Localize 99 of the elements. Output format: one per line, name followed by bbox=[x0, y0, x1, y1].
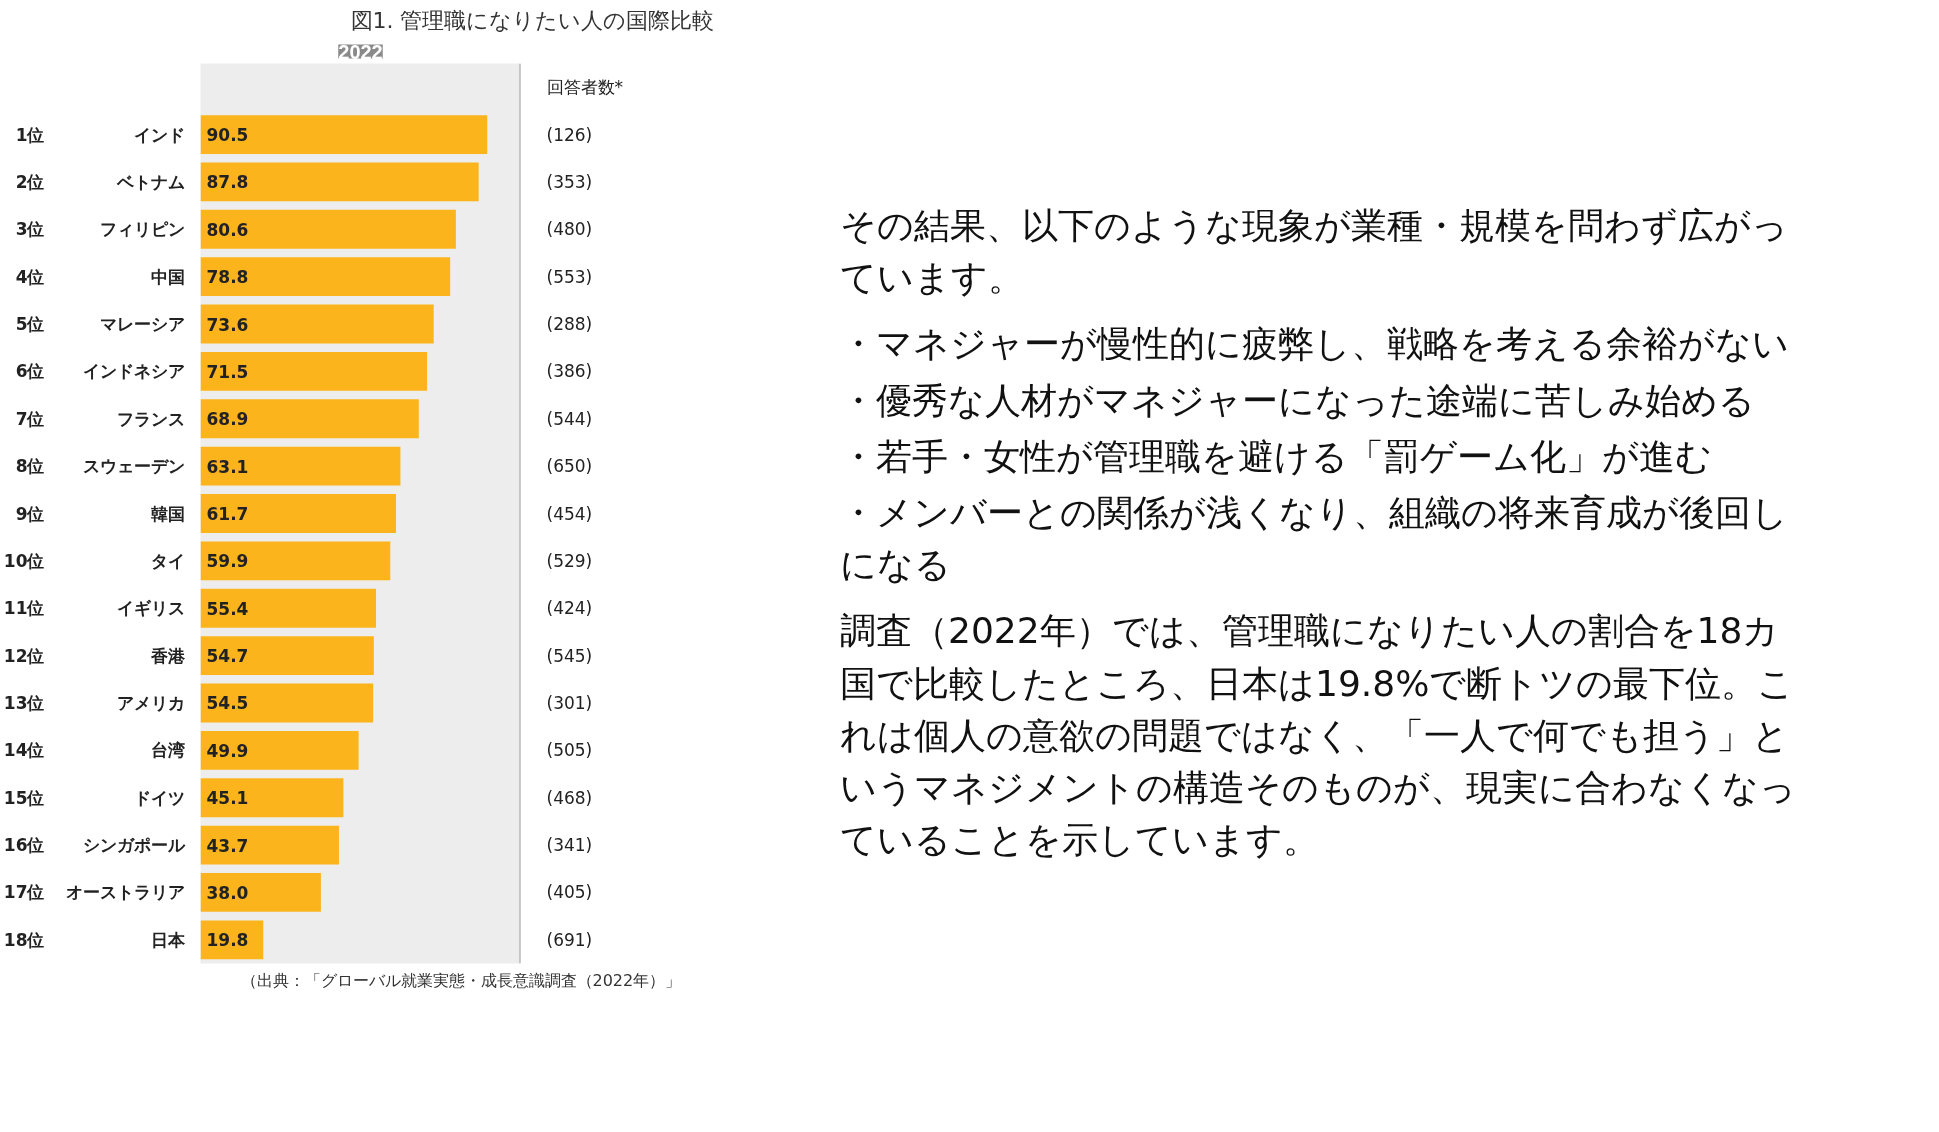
text: 10位 bbox=[3, 550, 45, 571]
y-tick-label: フランス bbox=[116, 408, 185, 429]
bar bbox=[200, 209, 456, 249]
data-label: 54.5 bbox=[206, 693, 249, 714]
text: (480) bbox=[546, 219, 593, 240]
y-tick-label: 中国 bbox=[150, 266, 185, 287]
text: 14位 bbox=[3, 740, 45, 761]
text: 7位 bbox=[15, 408, 45, 429]
y-tick-label: 日本 bbox=[150, 929, 186, 950]
bar bbox=[200, 446, 401, 486]
text: (650) bbox=[546, 456, 593, 477]
y-tick-label: イギリス bbox=[116, 598, 185, 619]
bar bbox=[200, 778, 344, 818]
bar bbox=[200, 351, 428, 391]
text: ・マネジャーが慢性的に疲弊し、戦略を考える余裕がない bbox=[840, 322, 1790, 367]
data-label: 80.6 bbox=[206, 219, 249, 240]
y-tick-label: ドイツ bbox=[133, 787, 185, 808]
text: (529) bbox=[546, 550, 593, 571]
y-tick-label: シンガポール bbox=[82, 835, 186, 856]
data-label: 68.9 bbox=[206, 409, 249, 430]
data-label: 38.0 bbox=[206, 882, 249, 903]
text: 11位 bbox=[3, 598, 45, 619]
bar bbox=[200, 257, 451, 297]
bar bbox=[200, 494, 396, 533]
data-label: 90.5 bbox=[206, 125, 249, 146]
chart-title: 図1. 管理職になりたい人の国際比較 bbox=[350, 7, 715, 33]
chart-subtitle: 2022 bbox=[338, 40, 383, 63]
bar bbox=[200, 730, 359, 770]
bar bbox=[200, 162, 479, 202]
text: （出典：「グローバル就業実態・成長意識調査（2022年）」 bbox=[240, 970, 682, 990]
text: (126) bbox=[546, 124, 593, 145]
text: (386) bbox=[546, 361, 593, 382]
text: (545) bbox=[546, 645, 593, 666]
data-label: 45.1 bbox=[206, 788, 249, 809]
y-tick-label: インド bbox=[133, 124, 185, 145]
text: (424) bbox=[546, 598, 593, 619]
data-label: 43.7 bbox=[206, 835, 249, 856]
text: 4位 bbox=[15, 266, 45, 287]
y-tick-label: オーストラリア bbox=[65, 882, 185, 903]
y-tick-label: 韓国 bbox=[150, 503, 185, 524]
y-tick-label: 台湾 bbox=[150, 740, 185, 761]
text: ・メンバーとの関係が浅くなり、組織の将来育成が後回しになる bbox=[840, 490, 1789, 588]
text: 5位 bbox=[15, 314, 45, 335]
data-label: 63.1 bbox=[206, 456, 249, 477]
bar bbox=[200, 304, 434, 344]
text: 12位 bbox=[3, 645, 45, 666]
text: (505) bbox=[546, 740, 593, 761]
text: 1位 bbox=[15, 124, 45, 145]
data-label: 73.6 bbox=[206, 314, 249, 335]
bar bbox=[200, 399, 419, 439]
bar bbox=[200, 541, 391, 581]
y-tick-label: インドネシア bbox=[82, 361, 185, 382]
text: 17位 bbox=[3, 882, 45, 903]
text: 3位 bbox=[15, 219, 45, 240]
text: (301) bbox=[546, 692, 593, 713]
data-label: 71.5 bbox=[206, 361, 249, 382]
data-label: 49.9 bbox=[206, 740, 249, 761]
text: 13位 bbox=[3, 692, 45, 713]
y-tick-label: ベトナム bbox=[115, 171, 185, 192]
bar bbox=[200, 588, 377, 628]
text: 18位 bbox=[3, 929, 45, 950]
data-label: 78.8 bbox=[206, 267, 249, 288]
bar bbox=[200, 683, 374, 723]
text: (553) bbox=[546, 266, 593, 287]
text: (405) bbox=[546, 882, 593, 903]
y-tick-label: フィリピン bbox=[99, 219, 185, 240]
text: (353) bbox=[546, 171, 593, 192]
data-label: 19.8 bbox=[206, 930, 249, 951]
text: 16位 bbox=[3, 835, 45, 856]
data-label: 55.4 bbox=[206, 598, 249, 619]
bar bbox=[200, 873, 321, 912]
bar bbox=[200, 825, 339, 865]
data-label: 61.7 bbox=[206, 504, 249, 524]
text: 2位 bbox=[15, 171, 45, 192]
y-tick-label: 香港 bbox=[149, 645, 186, 666]
text: 9位 bbox=[15, 503, 45, 524]
text: 調査（2022年）では、管理職になりたい人の割合を18カ国で比較したところ、日本は19.8%で断トツの最下位。これは個人の意欲の問題ではなく、「一人で何でも担う」というマネジメントの構造そのものが、現実に合わなくなっていることを示しています。 bbox=[840, 609, 1797, 863]
data-label: 59.9 bbox=[206, 551, 249, 572]
data-label: 54.7 bbox=[206, 646, 249, 667]
y-tick-label: スウェーデン bbox=[82, 456, 185, 477]
bar bbox=[200, 115, 488, 154]
bar bbox=[200, 636, 374, 676]
text: (341) bbox=[546, 835, 593, 856]
data-label: 87.8 bbox=[206, 172, 249, 193]
text: (544) bbox=[546, 408, 593, 429]
text: 回答者数* bbox=[546, 77, 623, 98]
text: ・若手・女性が管理職を避ける「罰ゲーム化」が進む bbox=[840, 434, 1713, 479]
text: (454) bbox=[546, 503, 593, 524]
text: その結果、以下のような現象が業種・規模を問わず広がっています。 bbox=[840, 204, 1789, 301]
text: (468) bbox=[546, 787, 593, 808]
text: (691) bbox=[546, 929, 593, 950]
y-tick-label: アメリカ bbox=[116, 692, 185, 713]
text: ・優秀な人材がマネジャーになった途端に苦しみ始める bbox=[840, 378, 1756, 423]
y-tick-label: タイ bbox=[150, 550, 185, 571]
text: (288) bbox=[546, 314, 593, 335]
text: 6位 bbox=[15, 361, 45, 382]
text: 15位 bbox=[3, 787, 45, 808]
y-tick-label: マレーシア bbox=[99, 314, 185, 335]
text: 8位 bbox=[15, 456, 45, 477]
